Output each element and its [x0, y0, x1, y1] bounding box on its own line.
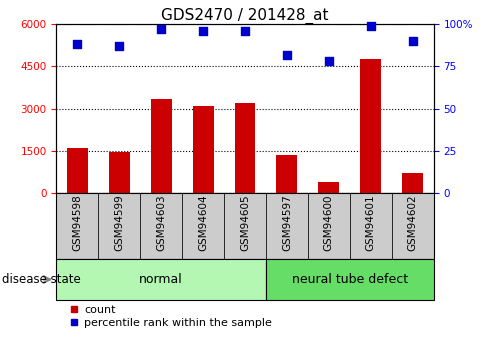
Point — [157, 27, 165, 32]
Point — [367, 23, 375, 29]
Point — [115, 43, 123, 49]
Point — [409, 38, 416, 44]
Text: GSM94597: GSM94597 — [282, 194, 292, 251]
Text: GSM94605: GSM94605 — [240, 194, 250, 251]
Point — [325, 59, 333, 64]
Text: disease state: disease state — [2, 273, 81, 286]
Bar — [182, 193, 224, 259]
Bar — [360, 59, 381, 193]
Bar — [151, 99, 171, 193]
Bar — [140, 193, 182, 259]
Bar — [392, 193, 434, 259]
Text: GSM94601: GSM94601 — [366, 194, 376, 251]
Bar — [266, 193, 308, 259]
Bar — [276, 155, 297, 193]
Bar — [67, 148, 88, 193]
Point — [283, 52, 291, 57]
Text: GSM94604: GSM94604 — [198, 194, 208, 251]
Bar — [109, 152, 130, 193]
Bar — [56, 193, 98, 259]
Bar — [98, 193, 140, 259]
Text: GSM94599: GSM94599 — [114, 194, 124, 251]
Bar — [308, 193, 350, 259]
Bar — [402, 174, 423, 193]
Bar — [266, 259, 434, 300]
Bar — [318, 182, 339, 193]
Point — [74, 42, 81, 47]
Bar — [235, 103, 255, 193]
Text: GSM94603: GSM94603 — [156, 194, 166, 251]
Bar — [224, 193, 266, 259]
Bar — [193, 106, 214, 193]
Text: GSM94600: GSM94600 — [324, 195, 334, 251]
Bar — [350, 193, 392, 259]
Text: GSM94598: GSM94598 — [73, 194, 82, 251]
Legend: count, percentile rank within the sample: count, percentile rank within the sample — [66, 300, 276, 332]
Title: GDS2470 / 201428_at: GDS2470 / 201428_at — [161, 8, 329, 24]
Point — [241, 28, 249, 34]
Bar — [56, 259, 266, 300]
Text: neural tube defect: neural tube defect — [292, 273, 408, 286]
Text: GSM94602: GSM94602 — [408, 194, 417, 251]
Text: normal: normal — [139, 273, 183, 286]
Point — [199, 28, 207, 34]
